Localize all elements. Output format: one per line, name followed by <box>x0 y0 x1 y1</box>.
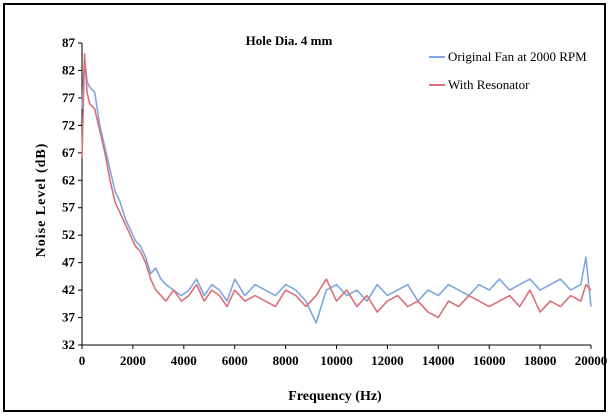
x-tick-label: 12000 <box>371 353 404 368</box>
x-axis-label: Frequency (Hz) <box>288 389 382 404</box>
x-tick-label: 18000 <box>524 353 557 368</box>
y-tick-label: 72 <box>62 117 75 132</box>
x-tick-label: 8000 <box>273 353 299 368</box>
series-line-2 <box>81 53 592 319</box>
series-layer <box>81 53 592 324</box>
y-tick-label: 67 <box>62 145 76 160</box>
y-tick-label: 77 <box>62 90 76 105</box>
chart-frame: Hole Dia. 4 mm Frequency (Hz) Noise Leve… <box>3 3 607 412</box>
x-tick-label: 14000 <box>422 353 455 368</box>
series-line-1 <box>81 58 592 324</box>
y-tick-label: 32 <box>62 337 75 352</box>
chart-title: Hole Dia. 4 mm <box>246 33 333 48</box>
x-tick-label: 6000 <box>222 353 248 368</box>
axes: 32 37 42 47 52 57 62 67 72 77 82 87 0 2000 4000 6000 800… <box>62 35 607 368</box>
y-axis-label: Noise Level (dB) <box>34 143 49 258</box>
y-tick-label: 52 <box>62 227 75 242</box>
x-tick-label: 20000 <box>575 353 608 368</box>
y-tick-label: 42 <box>62 282 75 297</box>
y-tick-label: 87 <box>62 35 76 50</box>
legend: Original Fan at 2000 RPM With Resonator <box>429 49 587 92</box>
y-tick-label: 82 <box>62 62 75 77</box>
x-tick-label: 2000 <box>120 353 146 368</box>
legend-entry: Original Fan at 2000 RPM <box>448 49 587 64</box>
x-tick-label: 16000 <box>473 353 506 368</box>
y-tick-label: 37 <box>62 310 76 325</box>
y-tick-label: 57 <box>62 200 76 215</box>
y-tick-label: 47 <box>62 255 76 270</box>
legend-entry: With Resonator <box>448 77 530 92</box>
y-tick-label: 62 <box>62 172 75 187</box>
noise-level-chart: Hole Dia. 4 mm Frequency (Hz) Noise Leve… <box>34 33 607 404</box>
x-tick-label: 0 <box>79 353 86 368</box>
x-tick-label: 10000 <box>320 353 353 368</box>
x-tick-label: 4000 <box>171 353 197 368</box>
